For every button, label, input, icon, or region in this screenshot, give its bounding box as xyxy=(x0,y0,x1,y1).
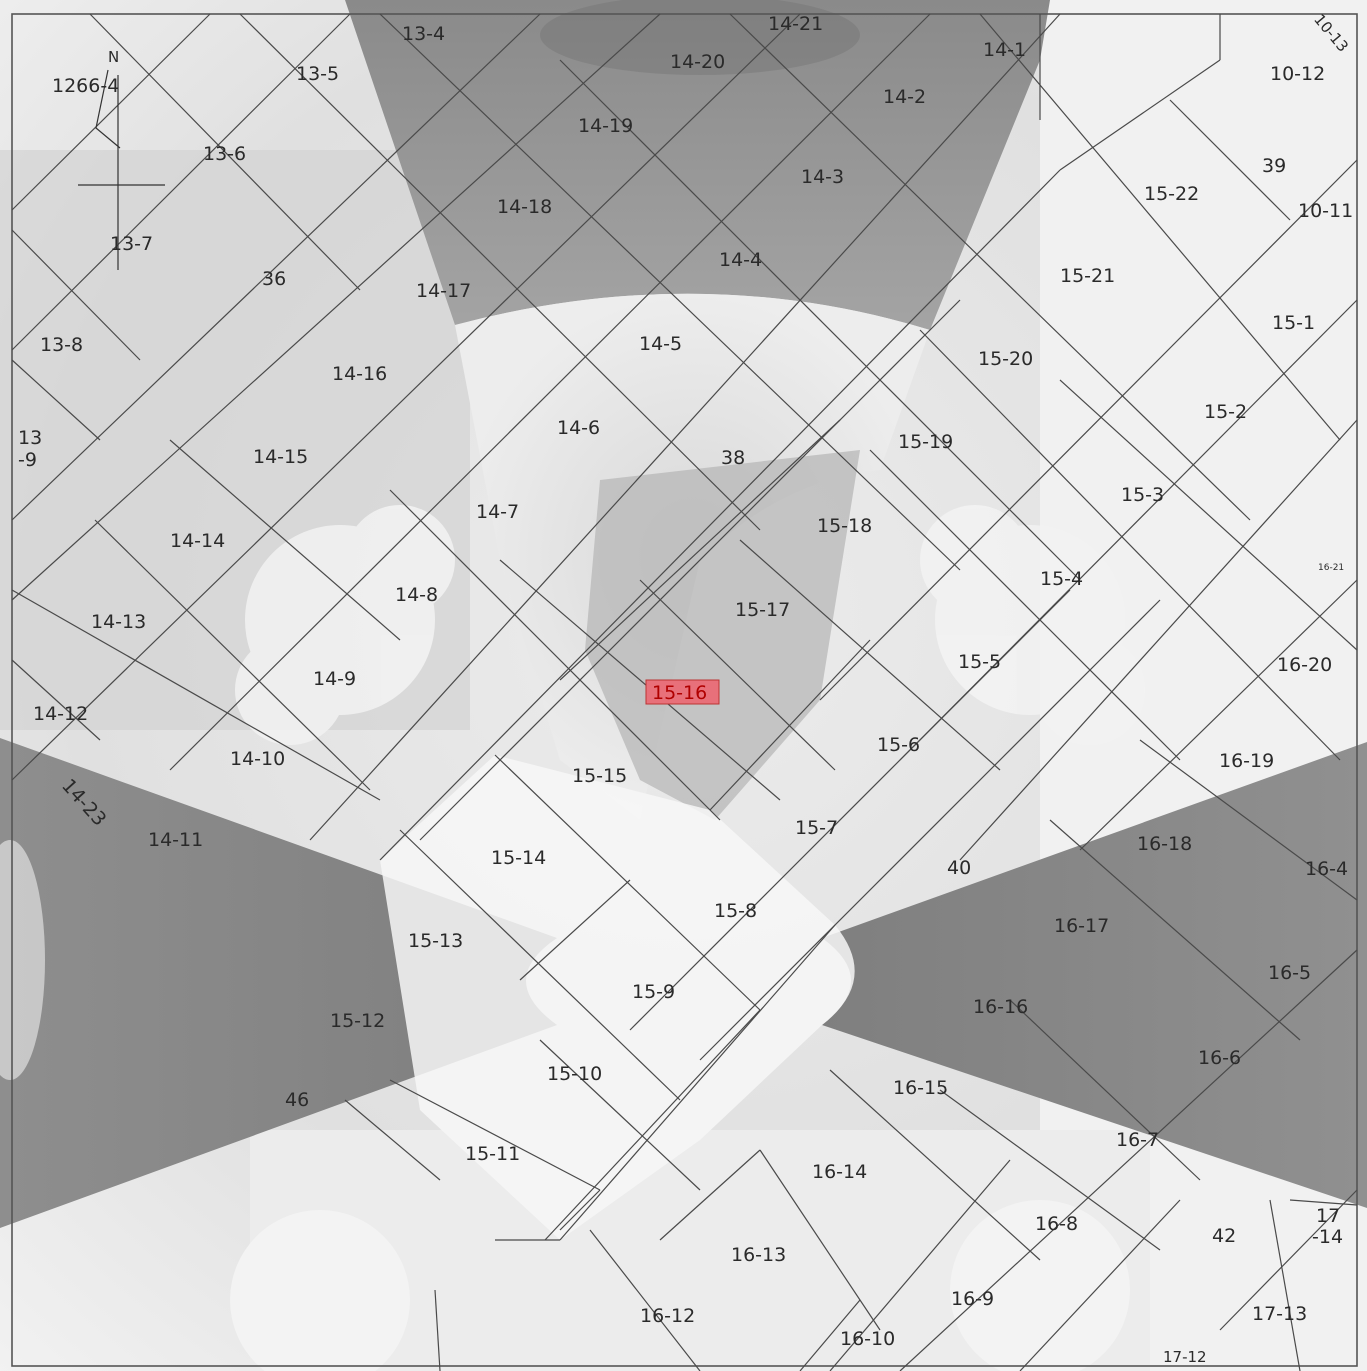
parcel-label[interactable]: 14-2 xyxy=(883,86,926,108)
parcel-label[interactable]: 16-15 xyxy=(893,1077,948,1099)
parcel-label[interactable]: 14-10 xyxy=(230,748,285,770)
parcel-label[interactable]: 17-12 xyxy=(1163,1348,1207,1366)
parcel-label[interactable]: 46 xyxy=(285,1089,309,1111)
parcel-label[interactable]: 15-15 xyxy=(572,765,627,787)
parcel-label[interactable]: 15-4 xyxy=(1040,568,1083,590)
parcel-label[interactable]: 14-6 xyxy=(557,417,600,439)
parcel-label[interactable]: 16-21 xyxy=(1318,563,1344,573)
parcel-label[interactable]: 16-16 xyxy=(973,996,1028,1018)
parcel-label[interactable]: 10-11 xyxy=(1298,200,1353,222)
top-decoration-blob xyxy=(540,0,860,75)
parcel-label[interactable]: 15-3 xyxy=(1121,484,1164,506)
parcel-label[interactable]: 15-10 xyxy=(547,1063,602,1085)
parcel-label[interactable]: 15-21 xyxy=(1060,265,1115,287)
parcel-label[interactable]: 16-9 xyxy=(951,1288,994,1310)
parcel-label[interactable]: 16-12 xyxy=(640,1305,695,1327)
parcel-label[interactable]: 15-2 xyxy=(1204,401,1247,423)
parcel-label[interactable]: 14-11 xyxy=(148,829,203,851)
parcel-label[interactable]: 36 xyxy=(262,268,286,290)
parcel-label[interactable]: 38 xyxy=(721,447,745,469)
parcel-label[interactable]: 15-7 xyxy=(795,817,838,839)
center-white-band xyxy=(380,755,855,1240)
parcel-label[interactable]: 16-5 xyxy=(1268,962,1311,984)
parcel-label[interactable]: 15-1 xyxy=(1272,312,1315,334)
parcel-label[interactable]: 13-4 xyxy=(402,23,445,45)
parcel-label[interactable]: 14-12 xyxy=(33,703,88,725)
parcel-label[interactable]: 17 xyxy=(1316,1205,1340,1227)
parcel-label[interactable]: 10-12 xyxy=(1270,63,1325,85)
parcel-label[interactable]: 13-7 xyxy=(110,233,153,255)
parcel-label[interactable]: 15-5 xyxy=(958,651,1001,673)
parcel-label[interactable]: 15-17 xyxy=(735,599,790,621)
parcel-label[interactable]: 15-19 xyxy=(898,431,953,453)
parcel-label[interactable]: 15-11 xyxy=(465,1143,520,1165)
parcel-label[interactable]: 16-18 xyxy=(1137,833,1192,855)
left-dark-wing xyxy=(0,738,557,1228)
parcel-label[interactable]: 1266-4 xyxy=(52,75,119,97)
parcel-label[interactable]: 13-8 xyxy=(40,334,83,356)
flower-decoration-right xyxy=(920,505,1145,745)
parcel-label[interactable]: 16-14 xyxy=(812,1161,867,1183)
parcel-label[interactable]: 14-18 xyxy=(497,196,552,218)
parcel-label[interactable]: 14-17 xyxy=(416,280,471,302)
parcel-label[interactable]: 14-5 xyxy=(639,333,682,355)
parcel-label[interactable]: 14-13 xyxy=(91,611,146,633)
parcel-label[interactable]: 16-20 xyxy=(1277,654,1332,676)
parcel-label[interactable]: 16-4 xyxy=(1305,858,1348,880)
parcel-label[interactable]: 15-9 xyxy=(632,981,675,1003)
parcel-label[interactable]: 16-19 xyxy=(1219,750,1274,772)
parcel-label[interactable]: 17-13 xyxy=(1252,1303,1307,1325)
parcel-label[interactable]: 15-20 xyxy=(978,348,1033,370)
parcel-label[interactable]: 14-14 xyxy=(170,530,225,552)
parcel-label[interactable]: 14-8 xyxy=(395,584,438,606)
highlighted-parcel-label[interactable]: 15-16 xyxy=(652,682,707,704)
flower-decoration-bottom-left xyxy=(230,1210,410,1371)
parcel-label[interactable]: 15-22 xyxy=(1144,183,1199,205)
parcel-label[interactable]: 14-9 xyxy=(313,668,356,690)
parcel-label[interactable]: 16-17 xyxy=(1054,915,1109,937)
parcel-label[interactable]: 15-12 xyxy=(330,1010,385,1032)
parcel-label[interactable]: 16-10 xyxy=(840,1328,895,1350)
parcel-label[interactable]: 14-1 xyxy=(983,39,1026,61)
north-label: N xyxy=(108,48,119,66)
parcel-label[interactable]: 42 xyxy=(1212,1225,1236,1247)
parcel-label[interactable]: 40 xyxy=(947,857,971,879)
parcel-lines xyxy=(11,13,1358,1371)
parcel-label[interactable]: 13-6 xyxy=(203,143,246,165)
parcel-label[interactable]: 14-15 xyxy=(253,446,308,468)
parcel-label[interactable]: -9 xyxy=(18,449,37,471)
parcel-label[interactable]: 14-7 xyxy=(476,501,519,523)
parcel-label[interactable]: 14-21 xyxy=(768,13,823,35)
parcel-label[interactable]: 16-6 xyxy=(1198,1047,1241,1069)
parcel-label[interactable]: 15-8 xyxy=(714,900,757,922)
parcel-label[interactable]: 13-5 xyxy=(296,63,339,85)
map-frame xyxy=(11,13,1358,1367)
parcel-label[interactable]: 15-13 xyxy=(408,930,463,952)
parcel-label[interactable]: 15-6 xyxy=(877,734,920,756)
parcel-label[interactable]: 14-20 xyxy=(670,51,725,73)
parcel-label[interactable]: 16-13 xyxy=(731,1244,786,1266)
right-dark-wing xyxy=(822,742,1367,1208)
flower-decoration-bottom-right xyxy=(950,1200,1130,1371)
highlighted-parcel-box[interactable] xyxy=(645,679,720,705)
parcel-label[interactable]: 15-18 xyxy=(817,515,872,537)
parcel-label[interactable]: 13 xyxy=(18,427,42,449)
parcel-label[interactable]: 16-8 xyxy=(1035,1213,1078,1235)
upper-dark-fan xyxy=(345,0,1050,330)
parcel-label[interactable]: 14-4 xyxy=(719,249,762,271)
parcel-label[interactable]: 16-7 xyxy=(1116,1129,1159,1151)
parcel-label[interactable]: 39 xyxy=(1262,155,1286,177)
parcel-label[interactable]: 14-16 xyxy=(332,363,387,385)
north-arrow xyxy=(78,69,165,270)
parcel-label[interactable]: -14 xyxy=(1312,1226,1343,1248)
parcel-label[interactable]: 15-14 xyxy=(491,847,546,869)
parcel-label[interactable]: 14-3 xyxy=(801,166,844,188)
flower-decoration-left xyxy=(235,505,455,745)
parcel-label[interactable]: 14-19 xyxy=(578,115,633,137)
